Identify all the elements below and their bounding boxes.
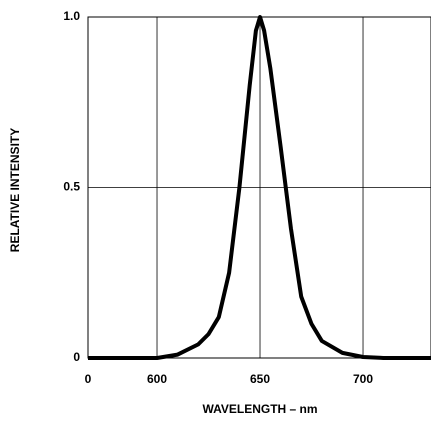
x-axis-label: WAVELENGTH – nm — [202, 402, 317, 416]
y-axis-label: RELATIVE INTENSITY — [8, 128, 22, 252]
y-tick-label: 0.5 — [63, 180, 80, 194]
x-tick-label: 0 — [85, 372, 92, 386]
y-tick-label: 0 — [73, 350, 80, 364]
y-tick-label: 1.0 — [63, 9, 80, 23]
line-series — [88, 15, 431, 360]
x-tick-label: 650 — [250, 372, 270, 386]
x-tick-label: 700 — [353, 372, 373, 386]
x-tick-label: 600 — [147, 372, 167, 386]
